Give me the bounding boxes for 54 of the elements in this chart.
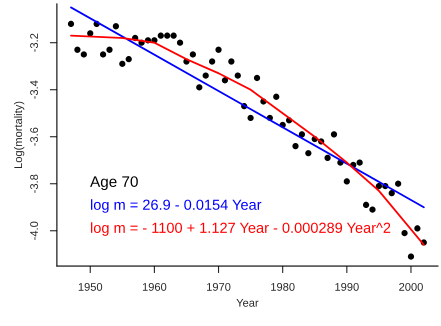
point — [414, 225, 420, 232]
x-axis-title: Year — [236, 299, 258, 307]
point — [401, 230, 408, 236]
x-tick-label: 1960 — [142, 282, 166, 291]
point — [209, 58, 216, 65]
y-axis-title: Log(mortality) — [14, 102, 24, 168]
y-tick-label: -3.6 — [30, 128, 38, 146]
x-tick-label: 2000 — [399, 282, 423, 291]
point — [344, 178, 350, 184]
point — [170, 32, 177, 39]
point — [215, 46, 222, 53]
series-label: log m = - 1100 + 1.127 Year - 0.000289 Year^2 — [91, 222, 390, 236]
point — [292, 143, 299, 150]
y-tick-label: -3.2 — [30, 34, 38, 52]
point — [388, 190, 395, 196]
point — [376, 182, 382, 190]
point — [408, 254, 414, 260]
point — [106, 46, 113, 53]
point — [202, 72, 209, 79]
point — [68, 20, 74, 27]
point — [330, 131, 338, 138]
point — [222, 77, 228, 84]
point — [126, 56, 132, 62]
point — [119, 60, 126, 67]
x-tick-label: 1980 — [271, 282, 295, 291]
point — [196, 84, 202, 90]
point — [234, 72, 241, 79]
y-tick-label: -3.4 — [30, 80, 38, 99]
point — [395, 180, 402, 187]
point — [112, 23, 120, 30]
point — [158, 32, 164, 39]
x-tick-label: 1950 — [78, 282, 102, 291]
point — [80, 51, 87, 58]
point — [273, 94, 280, 100]
point — [74, 46, 81, 53]
point — [305, 150, 312, 156]
x-tick-label: 1990 — [335, 282, 359, 291]
point — [176, 40, 184, 46]
y-tick-label: -3.8 — [30, 174, 38, 193]
point — [100, 51, 106, 58]
point — [362, 202, 370, 208]
point — [298, 131, 306, 138]
point — [228, 58, 234, 65]
point — [254, 74, 260, 82]
point — [356, 159, 363, 166]
annotation: Age 70 — [90, 176, 138, 190]
x-tick-label: 1970 — [207, 282, 230, 291]
point — [164, 32, 170, 39]
point — [190, 51, 196, 58]
point — [248, 114, 254, 122]
point — [324, 154, 331, 161]
text: log m = 26.9 - 0.0154 Year — [91, 199, 262, 213]
point — [369, 206, 376, 213]
y-tick-label: -4.0 — [30, 222, 38, 240]
